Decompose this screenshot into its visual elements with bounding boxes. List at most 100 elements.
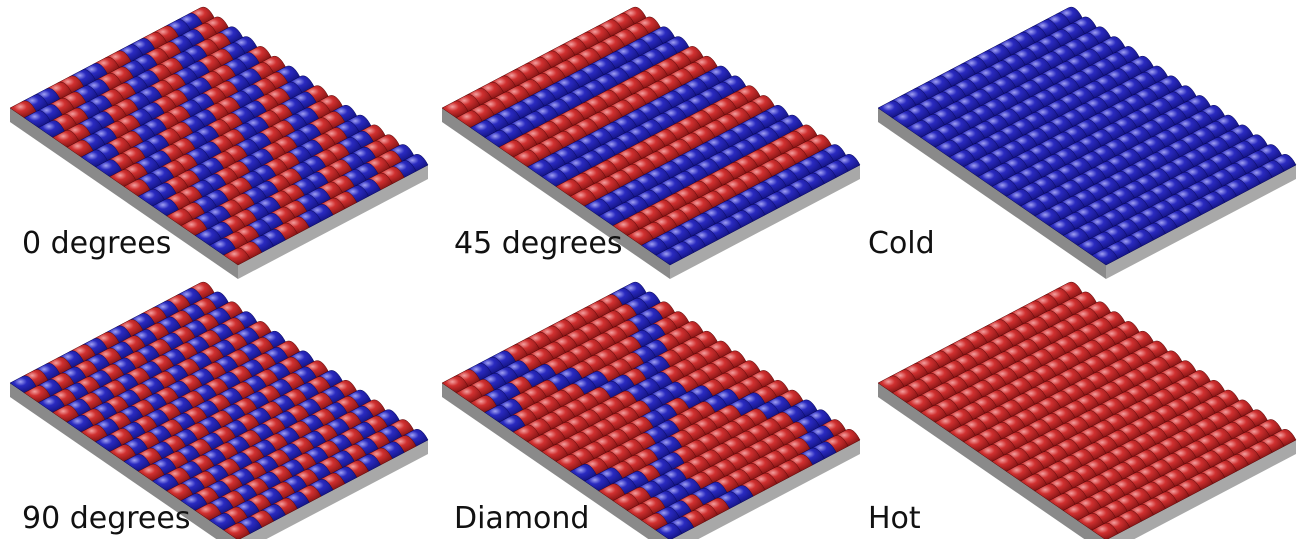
bump xyxy=(377,441,405,460)
slab-side xyxy=(670,165,860,279)
bump xyxy=(785,454,813,472)
bump xyxy=(270,497,298,516)
bump xyxy=(1150,491,1178,510)
bump xyxy=(1269,429,1297,447)
bump xyxy=(774,460,801,478)
bump xyxy=(318,197,346,216)
bump xyxy=(342,460,369,478)
bump xyxy=(1091,247,1119,266)
bump xyxy=(1150,216,1178,235)
bump xyxy=(1245,441,1273,460)
bump xyxy=(821,160,849,178)
bump xyxy=(282,491,310,510)
bump xyxy=(1162,485,1190,503)
bump xyxy=(726,485,754,503)
bump xyxy=(306,479,334,497)
slab-side xyxy=(442,108,670,279)
panel-label: Hot xyxy=(868,501,921,536)
bump xyxy=(330,466,358,485)
bump xyxy=(353,179,381,197)
bump xyxy=(377,166,405,185)
bump xyxy=(1115,510,1142,528)
bump xyxy=(1269,154,1297,172)
bump xyxy=(1103,241,1131,260)
bump xyxy=(1115,235,1142,253)
bump xyxy=(726,210,754,228)
bump xyxy=(294,485,322,503)
bump xyxy=(247,510,274,528)
bump xyxy=(714,216,742,235)
bump xyxy=(1257,160,1285,178)
bump xyxy=(667,516,695,535)
bump xyxy=(1257,435,1285,453)
bump xyxy=(797,172,825,191)
bump xyxy=(762,466,790,485)
bump xyxy=(667,241,695,260)
tile-panel: Diamond xyxy=(441,281,861,539)
bump xyxy=(655,247,683,266)
bump xyxy=(365,172,393,191)
bump xyxy=(1126,229,1154,247)
panel-label: 0 degrees xyxy=(22,226,171,261)
panel-label: Diamond xyxy=(454,501,589,536)
bump xyxy=(750,472,778,491)
bump xyxy=(738,204,766,222)
tile-panel: Hot xyxy=(868,281,1297,539)
bump xyxy=(797,447,825,466)
bump xyxy=(809,166,837,185)
bump xyxy=(306,204,334,222)
tile-panel: Cold xyxy=(868,6,1297,279)
bump xyxy=(1233,447,1261,466)
bump xyxy=(1162,210,1190,228)
bump xyxy=(353,454,381,472)
slab-side xyxy=(238,165,428,279)
bump xyxy=(294,210,322,228)
bump xyxy=(833,154,861,172)
panel-label: 45 degrees xyxy=(454,226,622,261)
bump xyxy=(785,179,813,197)
bump xyxy=(1186,197,1214,216)
bump xyxy=(750,197,778,216)
bump xyxy=(1221,179,1249,197)
bump xyxy=(1138,497,1166,516)
bump xyxy=(690,504,718,522)
bump xyxy=(365,447,393,466)
bump xyxy=(1210,185,1237,203)
bump xyxy=(833,429,861,447)
bump xyxy=(235,516,263,535)
bump xyxy=(401,429,429,447)
bump xyxy=(774,185,801,203)
bump xyxy=(1126,504,1154,522)
bump xyxy=(258,229,286,247)
tile-panel: 45 degrees xyxy=(441,6,861,279)
tile-panel: 90 degrees xyxy=(9,281,429,539)
bump xyxy=(690,229,718,247)
bump xyxy=(702,497,730,516)
bump xyxy=(1138,222,1166,241)
bump xyxy=(1186,472,1214,491)
tile-panel: 0 degrees xyxy=(9,6,429,279)
bump xyxy=(1198,466,1226,485)
bump xyxy=(702,222,730,241)
bump xyxy=(318,472,346,491)
bump xyxy=(1233,172,1261,191)
bump xyxy=(1210,460,1237,478)
bump xyxy=(821,435,849,453)
bump xyxy=(258,504,286,522)
bump xyxy=(270,222,298,241)
bump xyxy=(1103,516,1131,535)
bump xyxy=(679,235,706,253)
bump xyxy=(389,435,417,453)
bump xyxy=(1221,454,1249,472)
bump xyxy=(809,441,837,460)
bump xyxy=(401,154,429,172)
bump xyxy=(714,491,742,510)
bump xyxy=(679,510,706,528)
bump xyxy=(247,235,274,253)
panel-label: Cold xyxy=(868,226,935,261)
bump xyxy=(1174,479,1202,497)
bump xyxy=(389,160,417,178)
bump xyxy=(762,191,790,210)
bump xyxy=(738,479,766,497)
